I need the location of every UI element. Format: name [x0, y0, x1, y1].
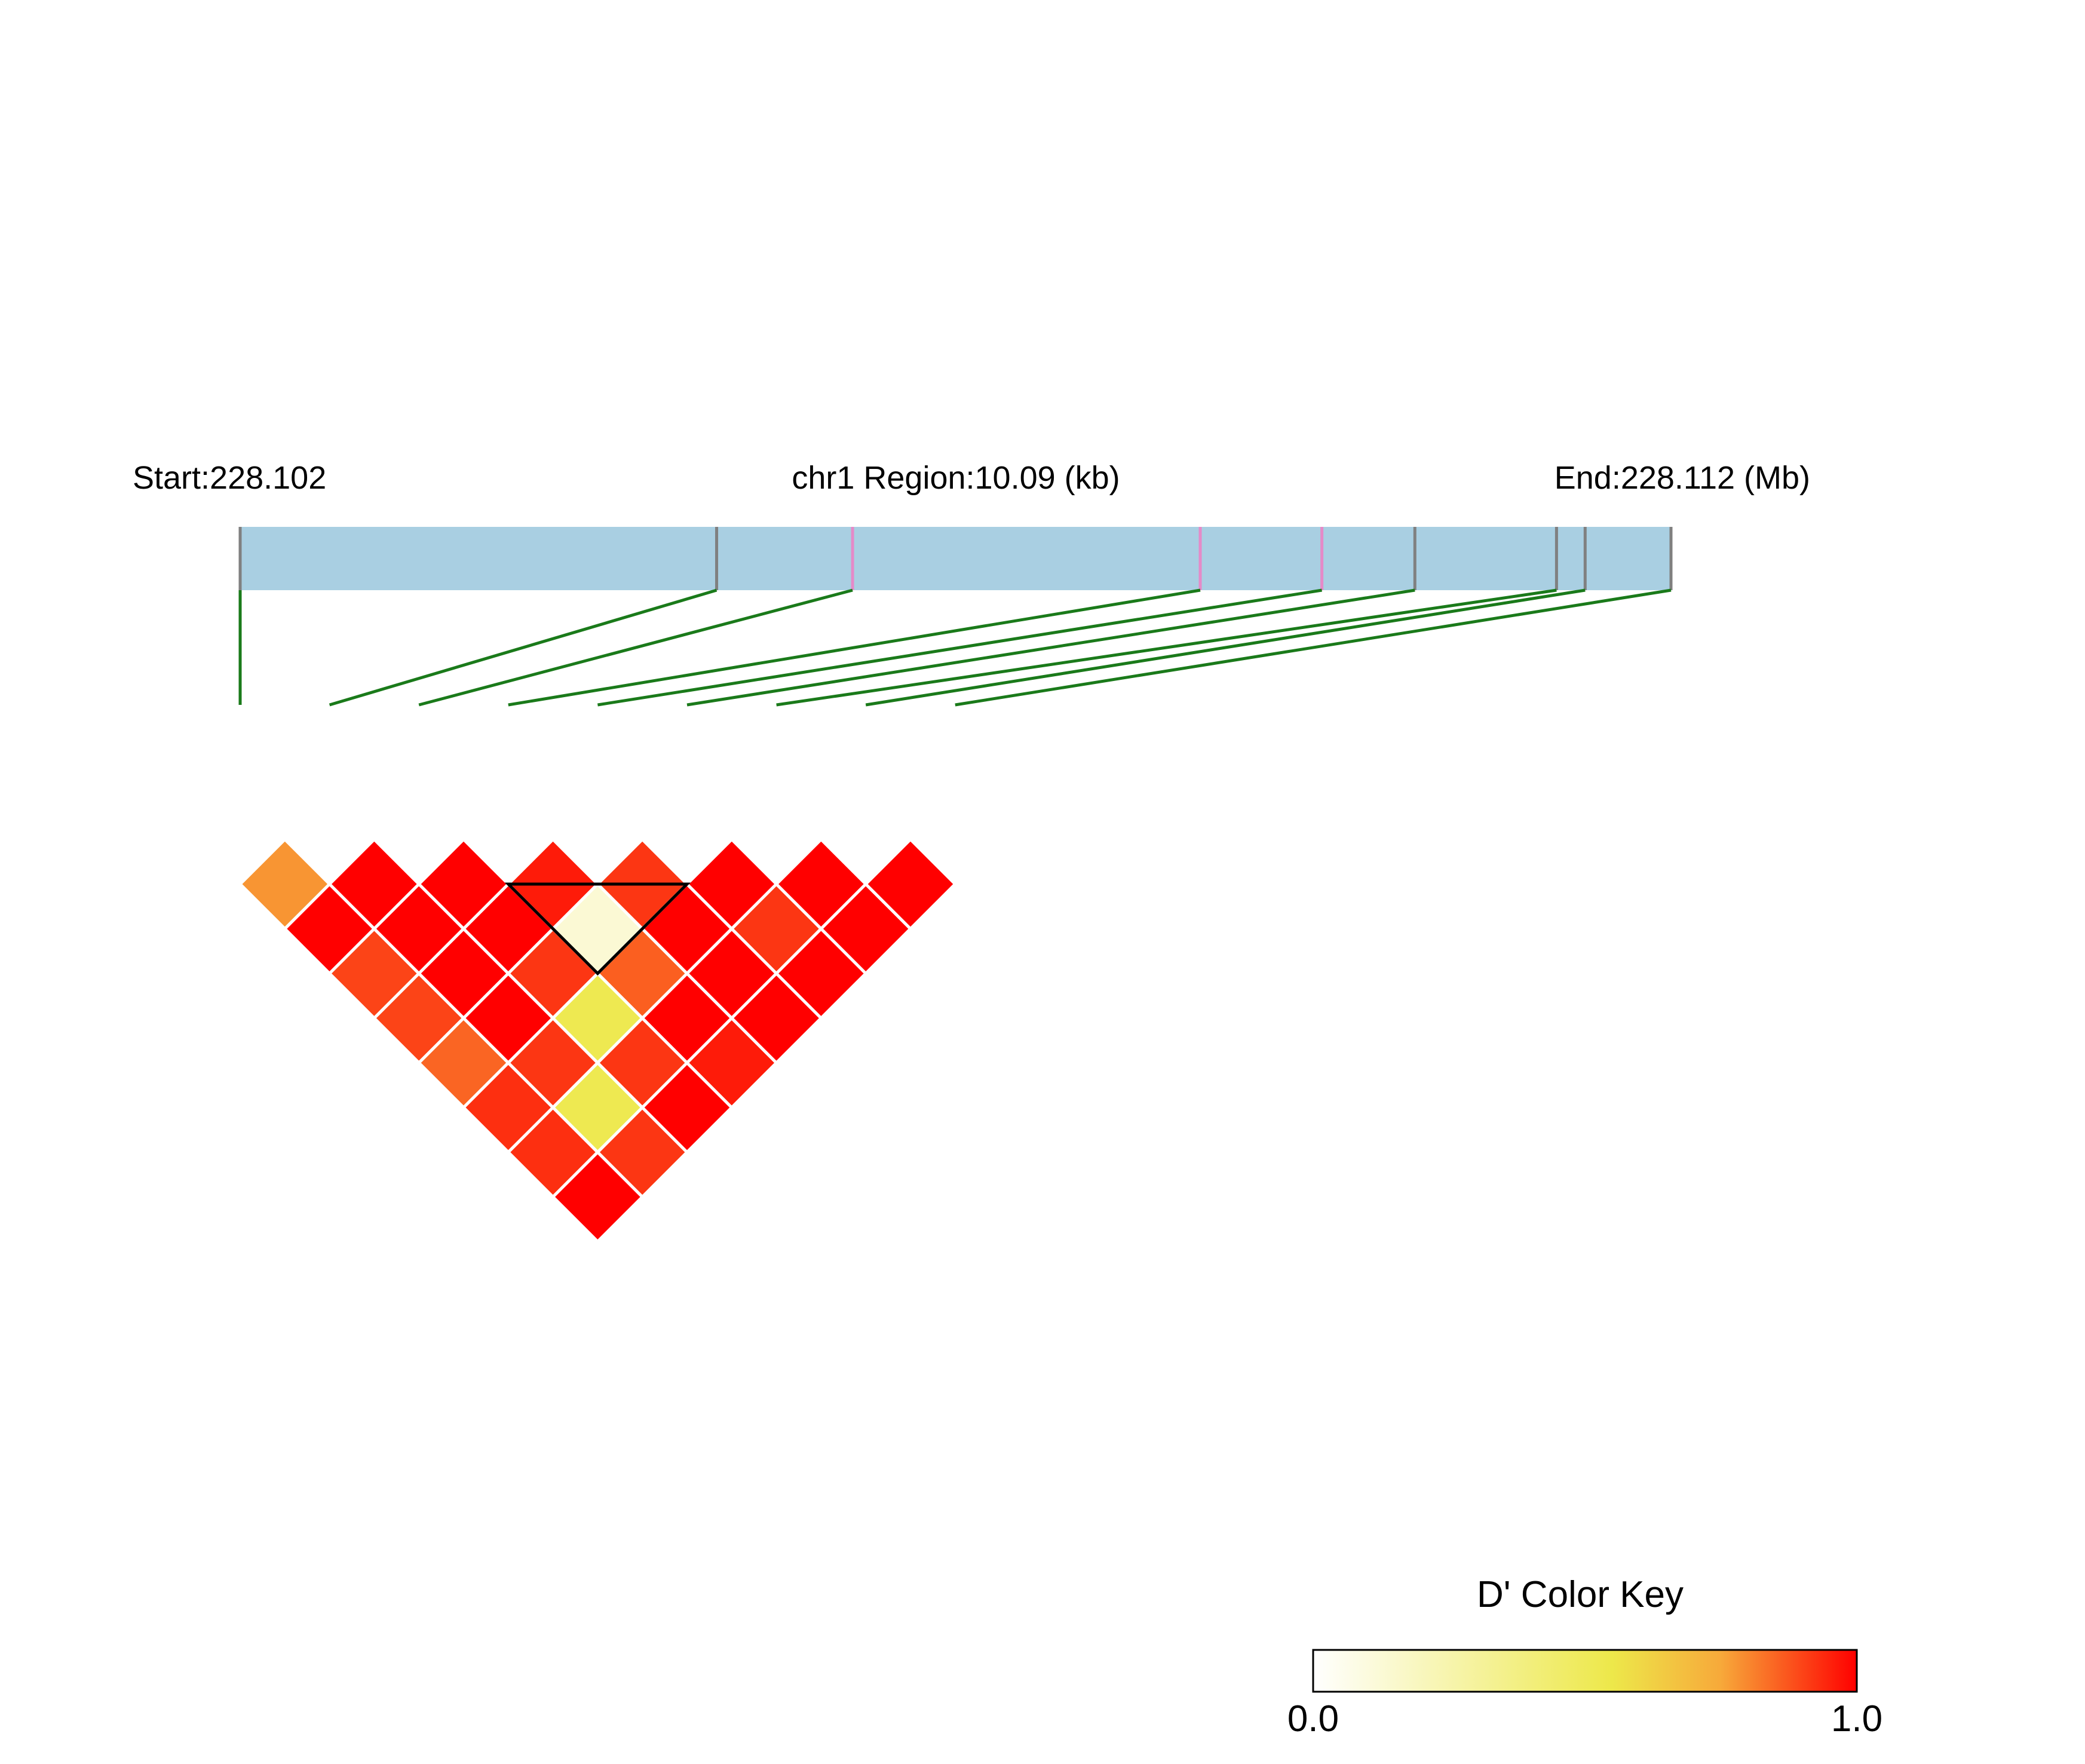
snp-connector-line — [597, 588, 1323, 707]
region-end-label: End:228.112 (Mb) — [1554, 460, 1810, 496]
ld-heatmap-cells — [238, 837, 958, 1244]
color-key-min-label: 0.0 — [1287, 1698, 1339, 1740]
color-key-title: D' Color Key — [1477, 1574, 1684, 1615]
region-start-label: Start:228.102 — [133, 460, 326, 496]
ld-block-outline — [504, 882, 691, 976]
snp-connector-line — [776, 588, 1557, 707]
snp-connector-line — [686, 588, 1415, 707]
snp-markers — [238, 527, 1673, 590]
region-title-label: chr1 Region:10.09 (kb) — [792, 460, 1120, 496]
snp-connector-line — [329, 588, 718, 707]
ld-block-triangle — [504, 882, 691, 976]
region-bar — [240, 527, 1671, 590]
snp-connector-line — [418, 588, 853, 707]
snp-connector-line — [508, 588, 1201, 707]
color-key-max-label: 1.0 — [1831, 1698, 1882, 1740]
snp-connector-line — [955, 588, 1672, 707]
color-key-gradient-bar — [1312, 1649, 1858, 1693]
snp-connector-lines — [238, 588, 1672, 707]
snp-connector-line — [865, 588, 1586, 707]
ld-cell — [863, 837, 958, 931]
